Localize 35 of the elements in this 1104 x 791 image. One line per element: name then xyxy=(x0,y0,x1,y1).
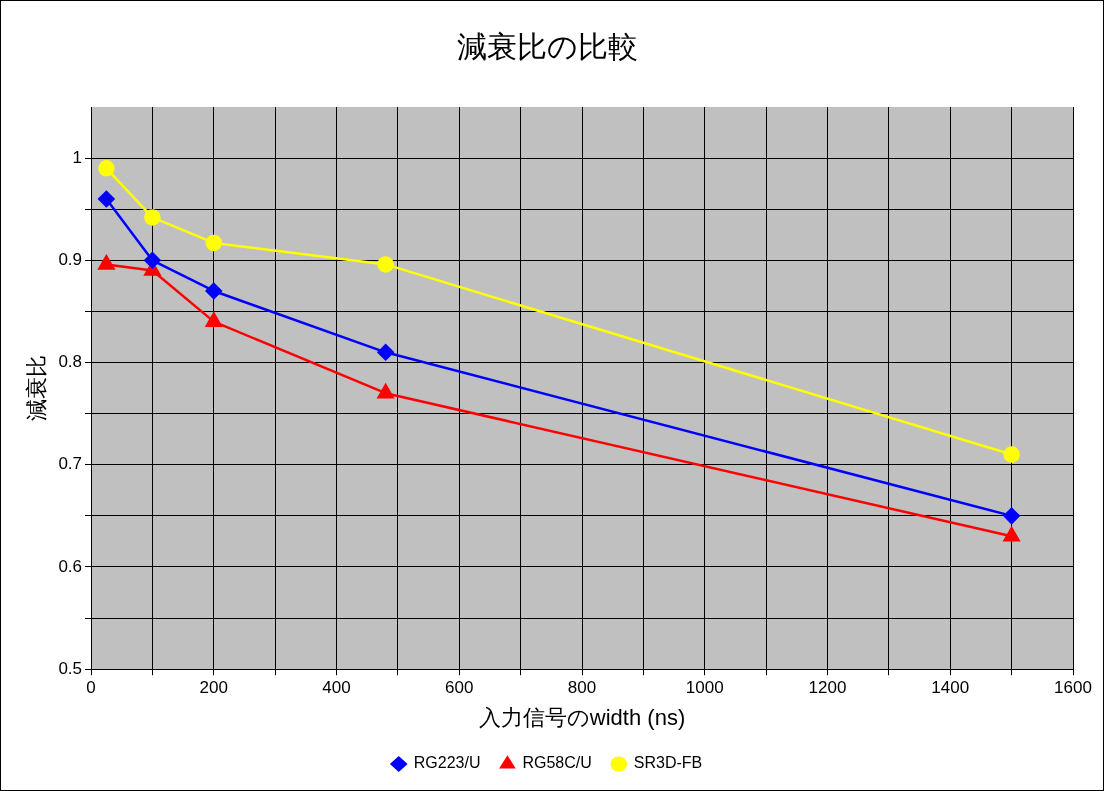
point xyxy=(144,209,161,226)
x-tick-label: 1200 xyxy=(808,678,847,698)
point xyxy=(1003,507,1020,525)
point xyxy=(98,160,115,177)
y-tick-label: 0.5 xyxy=(58,658,83,678)
x-tick-label: 400 xyxy=(322,678,351,698)
x-axis-title: 入力信号のwidth (ns) xyxy=(478,704,686,730)
point xyxy=(1003,527,1020,542)
point xyxy=(98,255,115,270)
point xyxy=(144,252,161,269)
chart-title: 減衰比の比較 xyxy=(456,30,638,64)
point xyxy=(205,282,223,300)
x-tick-label: 800 xyxy=(567,678,597,698)
x-tick-label: 0 xyxy=(86,678,96,698)
x-tick-label: 1600 xyxy=(1054,678,1092,698)
y-tick-label: 0.6 xyxy=(58,556,83,576)
legend-label: RG223/U xyxy=(413,754,481,772)
legend-label: SR3D-FB xyxy=(633,754,703,772)
point xyxy=(205,234,223,252)
point xyxy=(98,190,115,208)
y-axis-title: 減衰比 xyxy=(24,355,50,422)
y-tick-label: 0.8 xyxy=(58,352,83,372)
y-tick-label: 1 xyxy=(72,147,83,167)
point xyxy=(377,383,394,399)
point xyxy=(205,312,222,327)
x-tick-label: 1000 xyxy=(685,678,724,698)
x-tick-label: 600 xyxy=(445,678,474,698)
legend-label: RG58C/U xyxy=(522,754,592,772)
point xyxy=(377,344,394,361)
x-tick-label: 200 xyxy=(199,678,228,698)
y-tick-label: 0.9 xyxy=(58,250,83,270)
x-tick-label: 1400 xyxy=(931,678,970,698)
point xyxy=(377,256,394,273)
y-tick-label: 0.7 xyxy=(58,454,83,474)
point xyxy=(1003,446,1020,463)
